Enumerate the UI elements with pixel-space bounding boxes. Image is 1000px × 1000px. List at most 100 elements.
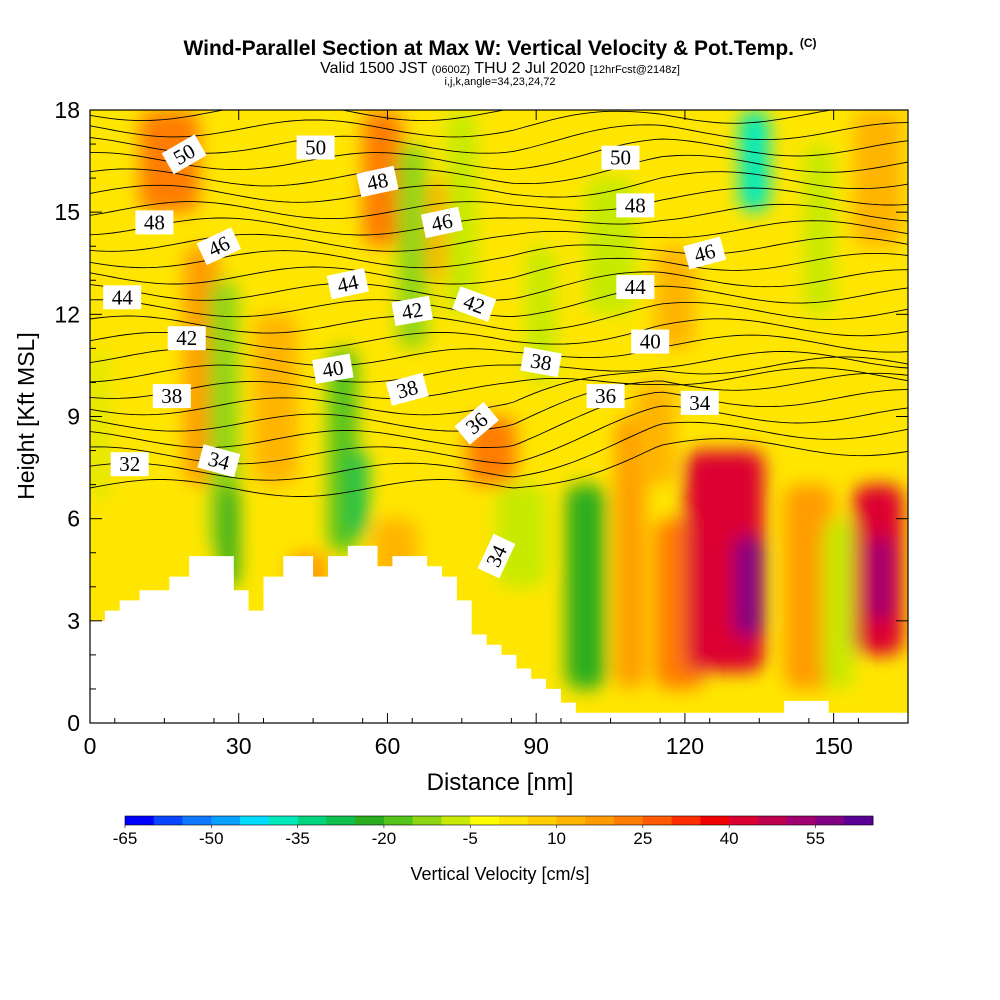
colorbar-swatch-17 (614, 816, 644, 825)
chart-title: Wind-Parallel Section at Max W: Vertical… (0, 36, 1000, 61)
colorbar-tick-label: -50 (199, 829, 224, 848)
theta-contour-line-11 (90, 285, 908, 318)
y-axis-label: Height [Kft MSL] (13, 332, 39, 499)
theta-label-box (477, 533, 516, 579)
theta-contour-line-17 (90, 187, 908, 220)
y-tick-label: 0 (67, 710, 80, 736)
colorbar-frame (124, 815, 874, 826)
theta-label-3: 48 (135, 210, 174, 235)
velocity-cell-24 (734, 535, 765, 638)
colorbar-swatch-2 (182, 816, 212, 825)
theta-contour-line-6 (90, 367, 908, 399)
theta-contour-line-18 (90, 171, 908, 203)
colorbar-tick-label: 55 (806, 829, 825, 848)
title-mark: (C) (799, 36, 817, 50)
theta-label-11: 44 (616, 275, 655, 300)
velocity-cell-3 (208, 280, 239, 553)
theta-label-box (167, 326, 206, 351)
theta-label-text: 38 (161, 384, 182, 408)
theta-label-box (452, 286, 497, 322)
theta-label-box (420, 206, 464, 239)
theta-label-box (680, 390, 719, 415)
chart-subtitle: Valid 1500 JST (0600Z) THU 2 Jul 2020 [1… (0, 60, 1000, 78)
theta-label-20: 36 (586, 384, 625, 409)
theta-label-7: 46 (420, 206, 464, 239)
theta-label-text: 42 (400, 297, 425, 324)
theta-contour-line-20 (90, 138, 908, 171)
theta-label-19: 38 (520, 346, 562, 378)
colorbar-swatch-18 (642, 816, 673, 825)
colorbar-swatch-6 (297, 816, 327, 825)
theta-label-text: 32 (119, 452, 140, 476)
colorbar-swatch-24 (815, 816, 845, 825)
theta-label-text: 40 (640, 330, 661, 354)
theta-label-text: 48 (625, 193, 646, 217)
theta-label-box (601, 145, 640, 170)
colorbar-swatch-19 (671, 816, 701, 825)
theta-label-box (616, 275, 655, 300)
theta-contour-line-3 (90, 389, 908, 448)
theta-label-text: 46 (429, 208, 455, 236)
x-tick-label: 60 (375, 733, 401, 759)
theta-contour-line-22 (90, 110, 835, 138)
theta-label-13: 42 (391, 295, 433, 327)
velocity-cell-5 (253, 314, 299, 485)
colorbar-swatch-10 (412, 816, 442, 825)
theta-label-box (391, 295, 433, 327)
theta-label-25: 32 (110, 452, 149, 477)
theta-contour-line-9 (90, 318, 908, 350)
y-tick-label: 3 (67, 608, 80, 634)
theta-contour-line-13 (90, 252, 908, 285)
theta-label-text: 48 (144, 210, 165, 234)
theta-label-box (385, 372, 429, 406)
x-tick-label: 0 (84, 733, 97, 759)
theta-contour-line-7 (90, 351, 908, 383)
velocity-cell-26 (784, 484, 834, 689)
velocity-cell-17 (565, 484, 606, 689)
colorbar-swatch-7 (326, 816, 356, 825)
colorbar-tick-label: -5 (463, 829, 478, 848)
colorbar-swatch-4 (240, 816, 270, 825)
theta-label-box (197, 444, 241, 478)
velocity-cell-28 (823, 518, 854, 689)
theta-label-4: 48 (356, 165, 399, 198)
colorbar-swatch-3 (211, 816, 241, 825)
theta-contour-line-0 (90, 438, 908, 497)
theta-label-9: 44 (103, 285, 142, 310)
velocity-cell-0 (94, 348, 105, 502)
theta-label-6: 46 (196, 227, 242, 266)
velocity-cell-27 (803, 144, 834, 315)
theta-label-15: 40 (312, 353, 354, 384)
colorbar-label: Vertical Velocity [cm/s] (410, 864, 589, 884)
theta-contour-line-1 (90, 421, 908, 481)
colorbar-tick-label: 10 (547, 829, 566, 848)
theta-contour-line-8 (90, 334, 908, 367)
subtitle-utc: (0600Z) (431, 64, 471, 76)
theta-label-5: 48 (616, 193, 655, 218)
theta-label-10: 44 (326, 268, 369, 300)
velocity-cell-16 (526, 246, 557, 383)
subtitle-run: [12hrFcst@2148z] (589, 64, 680, 76)
velocity-cell-11 (397, 144, 428, 349)
velocity-cell-15 (496, 484, 547, 587)
colorbar-swatch-9 (383, 816, 414, 825)
chart-title-text: Wind-Parallel Section at Max W: Vertical… (183, 37, 794, 60)
colorbar-swatch-12 (470, 816, 500, 825)
colorbar-swatch-0 (125, 816, 155, 825)
x-tick-label: 30 (226, 733, 252, 759)
colorbar-tick-label: 40 (720, 829, 739, 848)
y-tick-label: 6 (67, 506, 80, 532)
theta-label-17: 38 (152, 384, 191, 409)
theta-label-box (135, 210, 174, 235)
theta-contour-line-14 (90, 236, 908, 269)
theta-contour-line-16 (90, 203, 908, 236)
theta-label-box (312, 353, 354, 384)
theta-label-box (520, 346, 562, 378)
colorbar-swatch-20 (700, 816, 730, 825)
colorbar-swatch-23 (786, 816, 816, 825)
velocity-cell-21 (655, 246, 695, 349)
theta-label-box (196, 227, 242, 266)
plot-area (90, 110, 908, 723)
colorbar-swatch-1 (153, 816, 183, 825)
